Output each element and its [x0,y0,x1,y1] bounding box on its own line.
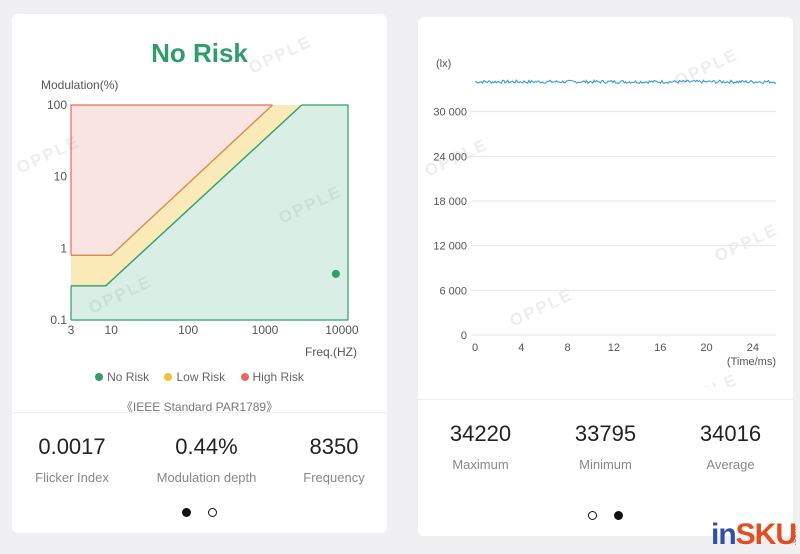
y-tick-label: 1 [60,241,67,255]
x-axis-label: (Time/ms) [727,356,776,368]
x-tick-label: 8 [565,342,571,354]
x-tick-label: 16 [654,342,666,354]
legend-dot-no-risk [95,373,104,381]
x-tick-label: 1000 [252,323,279,337]
watermark: OPPLE [672,45,741,91]
measured-point [331,269,340,278]
stat-label: Frequency [303,470,365,485]
y-tick-label: 30 000 [433,107,467,119]
y-tick-label: 10 [54,170,68,184]
high-risk-border [70,104,273,256]
divider [12,412,387,413]
stat-value: 0.44% [175,434,238,459]
stat-value: 8350 [309,434,359,459]
x-tick-label: 10000 [325,323,359,337]
low-risk-boundary [71,104,273,257]
stat-label: Minimum [579,457,632,472]
y-axis-label: (lx) [436,58,451,70]
y-tick-label: 0 [461,330,467,342]
no-risk-boundary [71,104,303,287]
high-risk-region [71,105,273,256]
stat-average: 34016 Average [668,421,793,472]
stat-value: 34016 [699,421,762,446]
standard-reference: 《IEEE Standard PAR1789》 [120,400,279,414]
stat-modulation-depth: 0.44% Modulation depth [144,434,269,485]
legend-item-no-risk: No Risk [95,370,149,384]
x-tick-label: 10 [105,323,119,337]
illuminance-series-line [474,79,777,85]
legend-item-low-risk: Low Risk [164,370,225,384]
brand-logo-part1: in [710,518,737,551]
stat-frequency: 8350 Frequency [274,434,387,485]
brand-logo-suffix: .com [788,526,798,546]
stat-value: 33795 [574,421,637,446]
pager-dot-2[interactable] [614,511,623,520]
divider [418,399,793,400]
stat-value: 34220 [449,421,512,446]
flicker-risk-chart: OPPLEOPPLEOPPLEOPPLE0.111010031010010001… [14,32,359,359]
x-tick-label: 12 [608,342,620,354]
stat-minimum: 33795 Minimum [543,421,668,472]
legend-label-no-risk: No Risk [107,370,150,384]
stat-label: Modulation depth [156,470,257,485]
stat-value: 0.0017 [38,434,106,459]
no-risk-region [71,105,348,320]
stat-label: Average [706,457,755,472]
pager-dot-1[interactable] [182,508,191,517]
no-risk-frame [71,104,349,321]
brand-logo: inSKU [710,518,797,552]
legend-dot-low-risk [164,373,173,381]
watermark: OPPLE [672,370,741,387]
x-tick-label: 100 [178,323,198,337]
stat-flicker-index: 0.0017 Flicker Index [12,434,132,485]
pager-dot-1[interactable] [588,511,597,520]
watermark: OPPLE [507,285,576,331]
flicker-risk-card: No Risk OPPLEOPPLEOPPLEOPPLE0.1110100310… [12,14,387,533]
x-tick-label: 3 [68,323,75,337]
stat-label: Flicker Index [35,470,109,485]
y-tick-label: 12 000 [433,241,467,253]
watermark: OPPLE [712,220,781,266]
y-axis-label: Modulation(%) [41,78,118,92]
x-axis-label: Freq.(HZ) [305,345,357,359]
x-tick-label: 4 [518,342,524,354]
legend-label-low-risk: Low Risk [176,370,226,384]
legend-dot-high-risk [240,373,249,381]
y-tick-label: 24 000 [433,151,467,163]
legend-item-high-risk: High Risk [240,370,304,384]
x-tick-label: 20 [700,342,712,354]
low-risk-region [71,105,302,286]
brand-logo-part2: SKU [735,518,797,551]
legend-label-high-risk: High Risk [252,370,304,384]
pager-dot-2[interactable] [208,508,217,517]
risk-level-title: No Risk [151,38,248,68]
x-tick-label: 24 [747,342,759,354]
chart-legend: No Risk Low Risk High Risk [12,370,387,384]
y-tick-label: 6 000 [439,285,467,297]
y-tick-label: 0.1 [50,313,67,327]
y-tick-label: 18 000 [433,196,467,208]
x-tick-label: 0 [472,342,478,354]
stat-label: Maximum [452,457,509,472]
stat-maximum: 34220 Maximum [418,421,543,472]
watermark: OPPLE [246,32,315,78]
y-tick-label: 100 [47,98,67,112]
